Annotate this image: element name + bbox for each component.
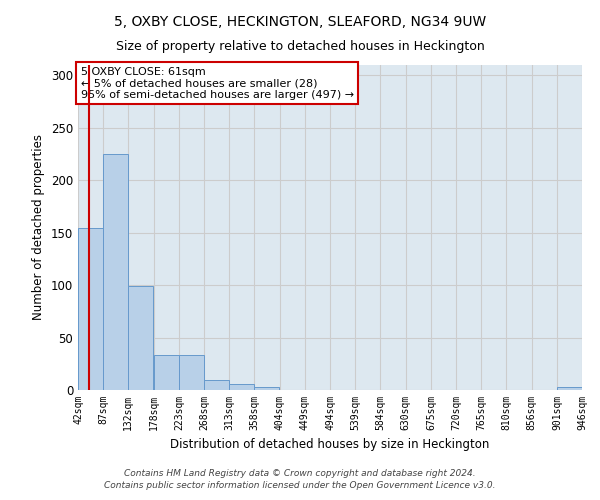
Y-axis label: Number of detached properties: Number of detached properties: [32, 134, 46, 320]
Bar: [78, 228, 103, 390]
Bar: [128, 286, 153, 390]
Text: Contains HM Land Registry data © Crown copyright and database right 2024.
Contai: Contains HM Land Registry data © Crown c…: [104, 468, 496, 490]
Text: 5 OXBY CLOSE: 61sqm
← 5% of detached houses are smaller (28)
95% of semi-detache: 5 OXBY CLOSE: 61sqm ← 5% of detached hou…: [80, 66, 353, 100]
Bar: [557, 387, 582, 390]
Bar: [154, 356, 179, 390]
Text: 5, OXBY CLOSE, HECKINGTON, SLEAFORD, NG34 9UW: 5, OXBY CLOSE, HECKINGTON, SLEAFORD, NG3…: [114, 15, 486, 29]
Bar: [204, 380, 229, 390]
Bar: [254, 387, 279, 390]
X-axis label: Distribution of detached houses by size in Heckington: Distribution of detached houses by size …: [170, 438, 490, 452]
Bar: [179, 356, 204, 390]
Bar: [229, 384, 254, 390]
Text: Size of property relative to detached houses in Heckington: Size of property relative to detached ho…: [116, 40, 484, 53]
Bar: [103, 154, 128, 390]
